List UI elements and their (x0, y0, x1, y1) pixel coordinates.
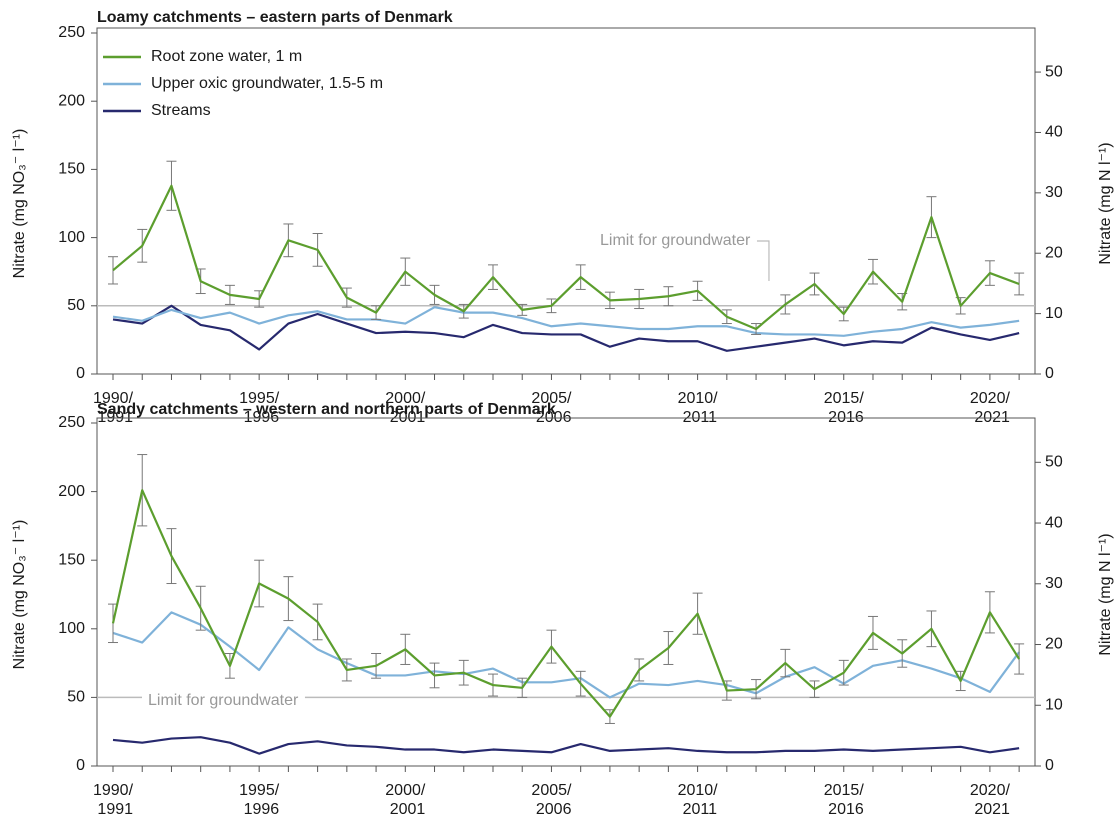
limit-label: Limit for groundwater (148, 692, 299, 709)
y-tick-label: 200 (58, 483, 85, 500)
y2-tick-label: 30 (1045, 575, 1063, 592)
y2-axis-label: Nitrate (mg N l⁻¹) (1097, 533, 1114, 655)
y-tick-label: 100 (58, 229, 85, 246)
x-tick-label: 2010/ 2011 (678, 782, 719, 818)
series-line (112, 736, 1020, 755)
y-tick-label: 0 (76, 365, 85, 382)
y2-tick-label: 0 (1045, 365, 1054, 382)
y-axis-label: Nitrate (mg NO₃⁻ l⁻¹) (11, 520, 28, 670)
y-tick-label: 50 (67, 297, 85, 314)
y2-tick-label: 10 (1045, 696, 1063, 713)
series-line (112, 304, 1020, 352)
panel-title: Sandy catchments – western and northern … (97, 401, 556, 418)
x-tick-label: 2000/ 2001 (385, 782, 426, 818)
series-line (112, 306, 1020, 337)
x-tick-label: 2015/ 2016 (824, 390, 865, 426)
y-tick-label: 200 (58, 92, 85, 109)
y2-tick-label: 20 (1045, 636, 1063, 653)
limit-label: Limit for groundwater (600, 232, 751, 249)
plot-frame (96, 417, 1036, 767)
y2-tick-label: 10 (1045, 305, 1063, 322)
plot-frame (96, 27, 1036, 375)
x-tick-label: 2020/ 2021 (970, 390, 1011, 426)
y2-tick-label: 30 (1045, 184, 1063, 201)
y-tick-label: 0 (76, 757, 85, 774)
y-tick-label: 250 (58, 24, 85, 41)
x-tick-label: 1990/ 1991 (93, 782, 134, 818)
series-line (112, 611, 1021, 699)
y-tick-label: 250 (58, 414, 85, 431)
x-tick-label: 2010/ 2011 (678, 390, 719, 426)
x-tick-label: 2005/ 2006 (531, 782, 572, 818)
y2-tick-label: 20 (1045, 244, 1063, 261)
limit-leader (756, 240, 770, 281)
y-tick-label: 150 (58, 161, 85, 178)
y-axis-label: Nitrate (mg NO₃⁻ l⁻¹) (11, 129, 28, 279)
panel-title: Loamy catchments – eastern parts of Denm… (97, 9, 453, 26)
series-line (112, 184, 1020, 331)
limit-label-bg (142, 692, 305, 710)
y2-tick-label: 50 (1045, 454, 1063, 471)
y2-tick-label: 40 (1045, 124, 1063, 141)
legend-label: Streams (151, 102, 211, 119)
y2-tick-label: 40 (1045, 514, 1063, 531)
x-tick-label: 2020/ 2021 (970, 782, 1011, 818)
legend-label: Upper oxic groundwater, 1.5-5 m (151, 75, 383, 92)
x-tick-label: 2015/ 2016 (824, 782, 865, 818)
y-tick-label: 150 (58, 551, 85, 568)
y2-axis-label: Nitrate (mg N l⁻¹) (1097, 142, 1114, 264)
legend-label: Root zone water, 1 m (151, 48, 302, 65)
series-line (111, 489, 1021, 718)
y-tick-label: 50 (67, 689, 85, 706)
y2-tick-label: 50 (1045, 63, 1063, 80)
x-tick-label: 1995/ 1996 (239, 782, 280, 818)
y2-tick-label: 0 (1045, 757, 1054, 774)
y-tick-label: 100 (58, 620, 85, 637)
